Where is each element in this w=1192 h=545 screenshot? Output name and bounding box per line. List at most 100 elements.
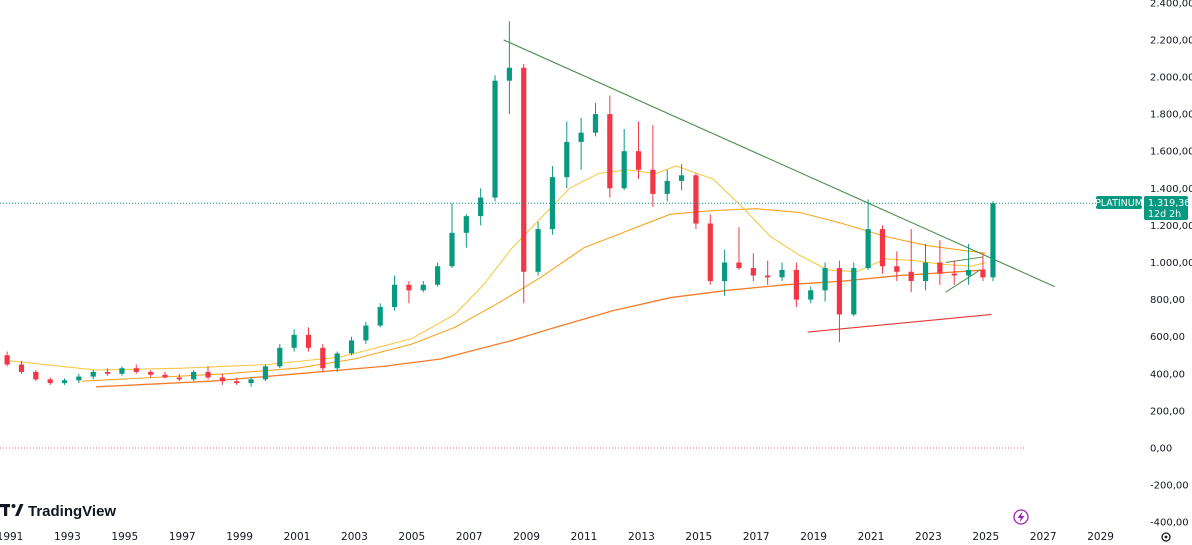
candle-body <box>478 197 484 217</box>
candle-body <box>506 67 512 81</box>
lightning-icon[interactable] <box>1013 509 1029 525</box>
x-tick-label: 2023 <box>915 531 942 543</box>
candle-body <box>736 262 742 269</box>
candle <box>492 75 498 202</box>
candle <box>176 373 182 382</box>
candle <box>779 262 785 282</box>
candle <box>47 377 53 385</box>
candle-body <box>621 151 627 189</box>
candle <box>607 95 613 198</box>
x-tick-label: 2025 <box>972 531 999 543</box>
candle <box>4 351 10 367</box>
candle <box>578 117 584 170</box>
y-tick-label: 2.200,00 <box>1150 35 1192 46</box>
candle-body <box>191 371 197 380</box>
candle <box>621 128 627 191</box>
candle-body <box>592 114 599 133</box>
candle <box>90 370 96 380</box>
candle <box>435 262 441 287</box>
x-tick-label: 1993 <box>54 531 81 543</box>
candle <box>478 188 484 226</box>
candle-body <box>176 377 182 380</box>
candle <box>191 370 197 382</box>
candle-body <box>4 355 10 365</box>
candle <box>420 281 426 293</box>
y-tick-label: 2.400,00 <box>1150 0 1192 9</box>
candle <box>922 243 929 291</box>
last-price: 1.319,36 <box>1148 198 1190 209</box>
candle <box>406 281 412 304</box>
candle <box>951 260 957 285</box>
candle <box>76 373 82 384</box>
candle <box>678 164 685 191</box>
candle-body <box>578 132 584 142</box>
candle <box>535 221 541 276</box>
candle <box>894 251 900 282</box>
candle <box>793 262 799 308</box>
x-tick-label: 2013 <box>628 531 655 543</box>
symbol-tag <box>1096 196 1142 209</box>
candle <box>205 366 211 380</box>
x-tick-label: 2011 <box>571 531 598 543</box>
y-tick-label: 1.600,00 <box>1150 147 1192 158</box>
candle-body <box>334 353 340 369</box>
countdown: 12d 2h <box>1148 209 1181 220</box>
candle <box>965 243 972 285</box>
x-axis[interactable]: 1991 1993 1995 1997 1999 2001 2003 2005 2007 2009… <box>0 531 1114 543</box>
ma-long-line <box>96 269 986 388</box>
candle-body <box>951 273 957 276</box>
trendlines <box>503 39 1055 333</box>
candle <box>506 21 512 115</box>
y-axis[interactable]: 2.400,00 2.200,00 2.000,00 1.800,00 1.600,00… <box>1150 0 1192 529</box>
candle-body <box>104 371 111 374</box>
candle <box>133 364 139 374</box>
y-tick-label: 2.000,00 <box>1150 73 1192 84</box>
candle-body <box>262 366 269 380</box>
candle-body <box>47 379 53 384</box>
candle-body <box>779 269 785 278</box>
y-tick-label: 600,00 <box>1150 332 1185 343</box>
candle-body <box>391 284 398 308</box>
y-tick-label: 1.800,00 <box>1150 110 1192 121</box>
tradingview-logo[interactable]: TradingView <box>0 503 116 520</box>
candle-body <box>277 347 283 367</box>
y-tick-label: 200,00 <box>1150 406 1185 417</box>
x-tick-label: 1997 <box>169 531 196 543</box>
candle <box>908 229 914 293</box>
candle-body <box>133 368 139 372</box>
candle <box>320 344 326 372</box>
candle-body <box>635 151 642 170</box>
y-tick-label: 1.400,00 <box>1150 184 1192 195</box>
x-tick-label: 1999 <box>226 531 253 543</box>
candle <box>18 360 25 374</box>
candle-body <box>492 80 498 198</box>
candle <box>234 377 240 385</box>
candle-body <box>219 377 225 382</box>
candle-body <box>908 271 914 282</box>
candle-body <box>521 67 527 272</box>
candle-body <box>363 325 369 341</box>
candle-body <box>879 229 886 267</box>
candle-body <box>420 284 426 291</box>
x-tick-label: 2027 <box>1030 531 1057 543</box>
candle-body <box>291 334 297 348</box>
candle <box>219 373 225 385</box>
candle <box>449 203 455 269</box>
resistance-trendline[interactable] <box>503 39 1055 288</box>
symbol-name: PLATINUM <box>1095 198 1143 209</box>
candle-body <box>865 229 871 269</box>
support-trendline[interactable] <box>807 313 992 333</box>
candle-body <box>463 216 469 233</box>
candle-body <box>607 114 613 189</box>
candle <box>564 121 570 189</box>
candle-body <box>822 268 828 291</box>
candle <box>937 240 943 285</box>
candle <box>463 214 469 248</box>
candle <box>693 173 699 230</box>
candle <box>33 370 39 382</box>
gear-icon[interactable] <box>1161 532 1171 542</box>
candle-body <box>18 364 25 372</box>
candle-body <box>980 269 986 278</box>
candle-body <box>320 347 326 369</box>
